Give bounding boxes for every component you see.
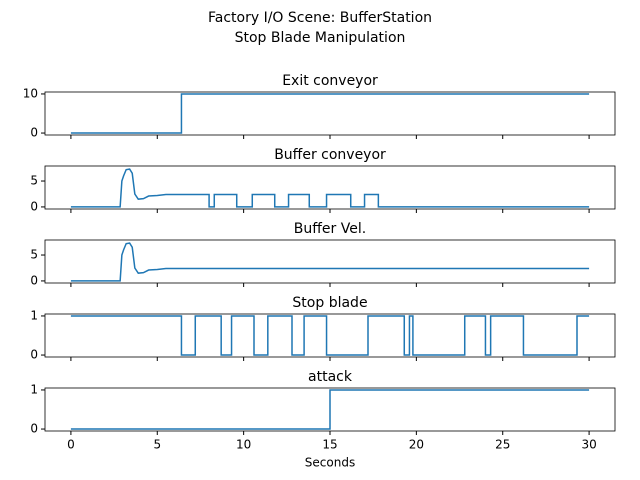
y-tick-label: 0 — [30, 126, 38, 140]
x-tick-label: 25 — [495, 438, 510, 452]
axes-frame — [44, 91, 616, 136]
axes-frame — [44, 387, 616, 432]
data-line — [70, 242, 590, 282]
subplot-title: Buffer Vel. — [294, 221, 366, 237]
subplot-title: attack — [308, 369, 353, 385]
x-tick-label: 15 — [322, 438, 337, 452]
y-tick-label: 1 — [30, 382, 38, 396]
x-tick-label: 10 — [236, 438, 251, 452]
y-tick-label: 0 — [30, 273, 38, 287]
data-line — [70, 389, 590, 430]
data-line — [70, 168, 590, 208]
x-tick-label: 20 — [409, 438, 424, 452]
y-tick-label: 0 — [30, 348, 38, 362]
y-tick-label: 5 — [30, 174, 38, 188]
data-line — [70, 93, 590, 134]
x-axis-label: Seconds — [305, 456, 355, 470]
x-tick-label: 0 — [67, 438, 75, 452]
y-tick-label: 0 — [30, 422, 38, 436]
x-tick-label: 5 — [153, 438, 161, 452]
subplot-title: Buffer conveyor — [274, 147, 386, 163]
figure-subtitle: Stop Blade Manipulation — [235, 30, 406, 46]
y-tick-label: 1 — [30, 308, 38, 322]
y-tick-label: 5 — [30, 248, 38, 262]
axes-frame — [44, 239, 616, 284]
axes-frame — [44, 165, 616, 210]
subplot-title: Exit conveyor — [282, 73, 378, 89]
figure-title: Factory I/O Scene: BufferStation — [208, 10, 432, 26]
x-tick-label: 30 — [581, 438, 596, 452]
data-line — [70, 315, 590, 356]
y-tick-label: 10 — [23, 86, 38, 100]
y-tick-label: 0 — [30, 199, 38, 213]
axes-frame — [44, 313, 616, 358]
subplot-title: Stop blade — [292, 295, 367, 311]
